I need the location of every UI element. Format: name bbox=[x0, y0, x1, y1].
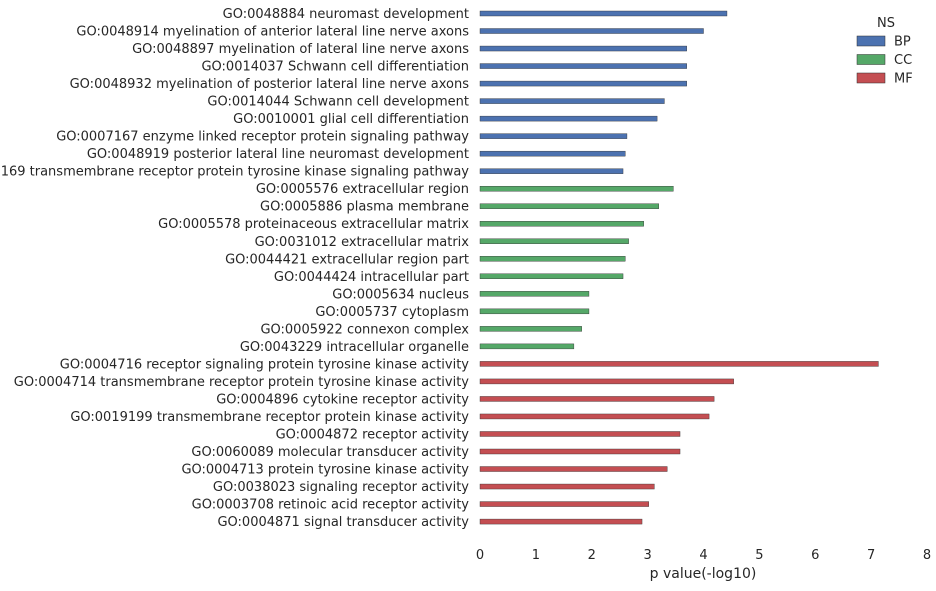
y-tick-label: GO:0044421 extracellular region part bbox=[225, 252, 469, 267]
x-tick-label: 8 bbox=[923, 548, 931, 563]
bar-mf bbox=[479, 431, 681, 437]
bar-bp bbox=[479, 168, 624, 174]
bar-mf bbox=[479, 483, 655, 490]
y-tick-label: GO:0005578 proteinaceous extracellular m… bbox=[158, 217, 469, 232]
y-tick-label: GO:0005922 connexon complex bbox=[260, 322, 469, 337]
legend-title: NS bbox=[877, 16, 895, 31]
bar-cc bbox=[479, 221, 644, 227]
y-tick-label: GO:0004716 receptor signaling protein ty… bbox=[60, 357, 470, 372]
x-tick-label: 7 bbox=[867, 548, 875, 563]
y-tick-label: GO:0048919 posterior lateral line neurom… bbox=[87, 147, 469, 162]
bar-mf bbox=[479, 361, 879, 367]
legend-swatch-mf bbox=[856, 72, 886, 84]
bar-cc bbox=[479, 308, 590, 315]
y-tick-label: GO:0003708 retinoic acid receptor activi… bbox=[192, 498, 470, 513]
legend-label-mf: MF bbox=[894, 72, 913, 87]
y-tick-labels: GO:0048884 neuromast development GO:00489… bbox=[0, 7, 469, 530]
y-tick-label: GO:0043229 intracellular organelle bbox=[240, 340, 469, 355]
bar-cc bbox=[479, 203, 660, 209]
y-tick-label: GO:0004872 receptor activity bbox=[276, 427, 470, 442]
bar-mf bbox=[479, 518, 643, 525]
bar-bp bbox=[479, 98, 665, 104]
bar-bp bbox=[479, 133, 628, 139]
y-tick-label: GO:0005886 plasma membrane bbox=[260, 200, 469, 215]
y-tick-label: GO:0060089 molecular transducer activity bbox=[191, 445, 469, 460]
y-tick-label: GO:0005634 nucleus bbox=[332, 287, 469, 302]
bars-layer bbox=[479, 10, 879, 525]
bar-bp bbox=[479, 45, 687, 52]
y-tick-label: GO:0019199 transmembrane receptor protei… bbox=[70, 410, 469, 425]
y-tick-label: GO:0010001 glial cell differentiation bbox=[233, 112, 469, 127]
bar-cc bbox=[479, 343, 575, 350]
bar-cc bbox=[479, 326, 582, 332]
y-tick-label: GO:0005737 cytoplasm bbox=[315, 305, 469, 320]
bar-cc bbox=[479, 291, 590, 297]
bar-cc bbox=[479, 256, 626, 262]
y-tick-label: GO:0048914 myelination of anterior later… bbox=[76, 25, 469, 40]
x-tick-label: 1 bbox=[532, 548, 540, 563]
y-tick-label: GO:0014044 Schwann cell development bbox=[207, 95, 469, 110]
bar-mf bbox=[479, 413, 710, 420]
y-tick-label: GO:0004896 cytokine receptor activity bbox=[216, 392, 469, 407]
bar-mf bbox=[479, 448, 681, 455]
y-tick-label: GO:0004871 signal transducer activity bbox=[217, 515, 469, 530]
bar-mf bbox=[479, 501, 649, 507]
x-tick-label: 4 bbox=[699, 548, 707, 563]
legend-swatch-cc bbox=[856, 54, 886, 65]
bar-bp bbox=[479, 10, 728, 17]
bar-bp bbox=[479, 150, 626, 157]
bar-bp bbox=[479, 80, 687, 87]
y-tick-label: GO:0007169 transmembrane receptor protei… bbox=[0, 165, 469, 180]
bar-bp bbox=[479, 63, 687, 69]
x-tick-label: 3 bbox=[643, 548, 651, 563]
y-tick-label: GO:0004713 protein tyrosine kinase activ… bbox=[181, 463, 469, 478]
bar-bp bbox=[479, 28, 704, 34]
y-tick-label: GO:0031012 extracellular matrix bbox=[255, 235, 470, 250]
bar-mf bbox=[479, 378, 734, 385]
x-tick-label: 0 bbox=[476, 548, 484, 563]
y-tick-label: GO:0014037 Schwann cell differentiation bbox=[201, 60, 469, 75]
legend-label-cc: CC bbox=[894, 53, 912, 68]
y-tick-label: GO:0048932 myelination of posterior late… bbox=[70, 77, 470, 92]
y-tick-label: GO:0007167 enzyme linked receptor protei… bbox=[56, 130, 469, 145]
y-tick-label: GO:0038023 signaling receptor activity bbox=[213, 480, 469, 495]
x-axis-label: p value(-log10) bbox=[650, 566, 757, 582]
x-tick-label: 6 bbox=[811, 548, 819, 563]
x-tick-label: 5 bbox=[755, 548, 763, 563]
legend-label-bp: BP bbox=[894, 35, 911, 50]
y-tick-label: GO:0044424 intracellular part bbox=[274, 270, 469, 285]
bar-cc bbox=[479, 185, 674, 192]
bar-cc bbox=[479, 238, 629, 244]
bar-bp bbox=[479, 115, 658, 122]
x-tick-labels: 0 1 2 3 4 5 6 7 8 bbox=[476, 548, 931, 563]
legend: NS BP CC MF bbox=[856, 16, 913, 87]
bar-mf bbox=[479, 466, 668, 472]
y-tick-label: GO:0048897 myelination of lateral line n… bbox=[132, 42, 469, 57]
x-tick-label: 2 bbox=[588, 548, 596, 563]
legend-swatch-bp bbox=[856, 35, 886, 47]
y-tick-label: GO:0048884 neuromast development bbox=[223, 7, 469, 22]
bar-cc bbox=[479, 273, 624, 279]
y-tick-label: GO:0004714 transmembrane receptor protei… bbox=[14, 375, 470, 390]
y-tick-label: GO:0005576 extracellular region bbox=[256, 182, 469, 197]
bar-mf bbox=[479, 396, 715, 402]
legend-entries: BP CC MF bbox=[856, 35, 913, 87]
